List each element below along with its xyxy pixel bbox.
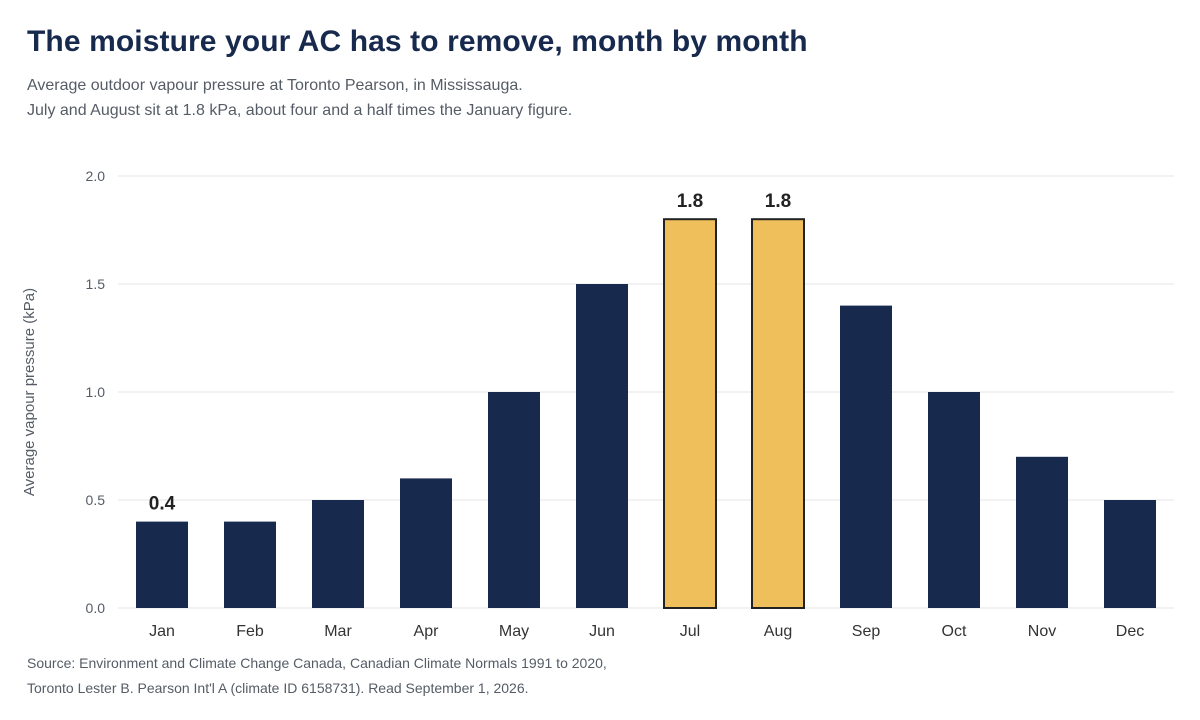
bar-dec <box>1104 500 1156 608</box>
data-label-jan: 0.4 <box>149 494 176 515</box>
data-label-aug: 1.8 <box>765 191 791 212</box>
bar-jul <box>663 218 717 609</box>
x-tick-label: Jan <box>149 623 175 640</box>
bar-oct <box>928 392 980 608</box>
bar-sep <box>840 305 892 608</box>
y-tick-label: 1.0 <box>86 384 106 400</box>
y-tick-label: 0.5 <box>86 492 106 508</box>
source-line-2: Toronto Lester B. Pearson Int'l A (clima… <box>27 680 529 696</box>
data-labels: 0.4 1.8 1.8 <box>149 191 791 514</box>
x-tick-label: Oct <box>942 623 967 640</box>
x-tick-label: Mar <box>324 623 352 640</box>
bar-nov <box>1016 456 1068 608</box>
x-axis-ticks: Jan Feb Mar Apr May Jun Jul Aug Sep Oct Nov Dec <box>149 623 1144 640</box>
x-tick-label: Jun <box>589 623 615 640</box>
chart-subtitle-line-1: Average outdoor vapour pressure at Toron… <box>27 77 523 94</box>
bar-jun <box>576 284 628 608</box>
chart-subtitle-line-2: July and August sit at 1.8 kPa, about fo… <box>27 102 573 119</box>
bars <box>136 218 1156 609</box>
bar-aug <box>751 218 805 609</box>
x-tick-label: Nov <box>1028 623 1056 640</box>
data-label-jul: 1.8 <box>677 191 703 212</box>
x-tick-label: Dec <box>1116 623 1144 640</box>
gridlines <box>118 175 1174 609</box>
y-tick-label: 0.0 <box>86 600 106 616</box>
x-tick-label: Apr <box>414 623 440 640</box>
bar-mar <box>312 500 364 608</box>
x-tick-label: Jul <box>680 623 700 640</box>
x-tick-label: Sep <box>852 623 881 640</box>
y-axis-title: Average vapour pressure (kPa) <box>21 288 38 496</box>
chart-title: The moisture your AC has to remove, mont… <box>27 25 808 58</box>
y-axis-ticks: 0.0 0.5 1.0 1.5 2.0 <box>86 168 106 616</box>
x-tick-label: Feb <box>236 623 264 640</box>
x-tick-label: May <box>499 623 529 640</box>
bar-apr <box>400 478 452 608</box>
y-tick-label: 1.5 <box>86 276 106 292</box>
y-tick-label: 2.0 <box>86 168 106 184</box>
bar-may <box>488 392 540 608</box>
x-tick-label: Aug <box>764 623 792 640</box>
bar-feb <box>224 521 276 608</box>
source-line-1: Source: Environment and Climate Change C… <box>27 655 607 671</box>
bar-jan <box>136 521 188 608</box>
